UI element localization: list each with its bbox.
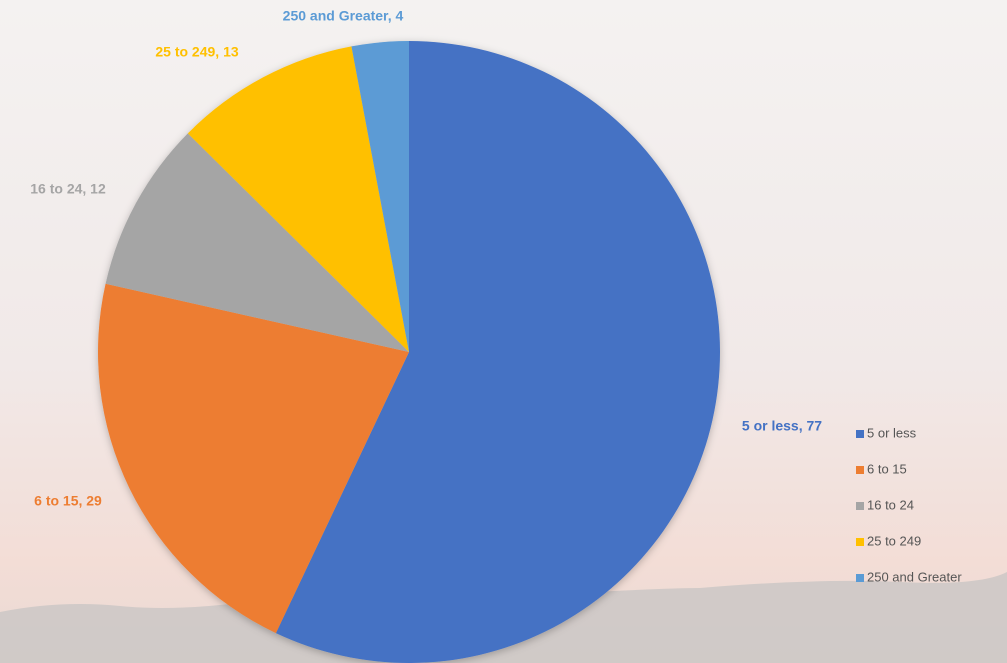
legend-swatch — [856, 502, 864, 510]
pie — [97, 41, 721, 663]
legend-label: 250 and Greater — [867, 569, 962, 584]
data-label: 5 or less, 77 — [742, 418, 822, 434]
legend-label: 6 to 15 — [867, 461, 907, 476]
pie-slice — [275, 41, 721, 663]
legend-label: 25 to 249 — [867, 533, 921, 548]
pie-slice — [187, 46, 409, 353]
pie-slice — [97, 283, 409, 634]
pie-slice — [351, 41, 409, 352]
data-label: 16 to 24, 12 — [30, 181, 106, 197]
legend-label: 16 to 24 — [867, 497, 914, 512]
legend-swatch — [856, 466, 864, 474]
data-label: 25 to 249, 13 — [155, 44, 238, 60]
legend-swatch — [856, 430, 864, 438]
data-label: 250 and Greater, 4 — [283, 8, 404, 24]
legend-label: 5 or less — [867, 425, 917, 440]
legend-swatch — [856, 538, 864, 546]
data-label: 6 to 15, 29 — [34, 493, 102, 509]
legend-swatch — [856, 574, 864, 582]
pie-slice — [105, 133, 409, 352]
